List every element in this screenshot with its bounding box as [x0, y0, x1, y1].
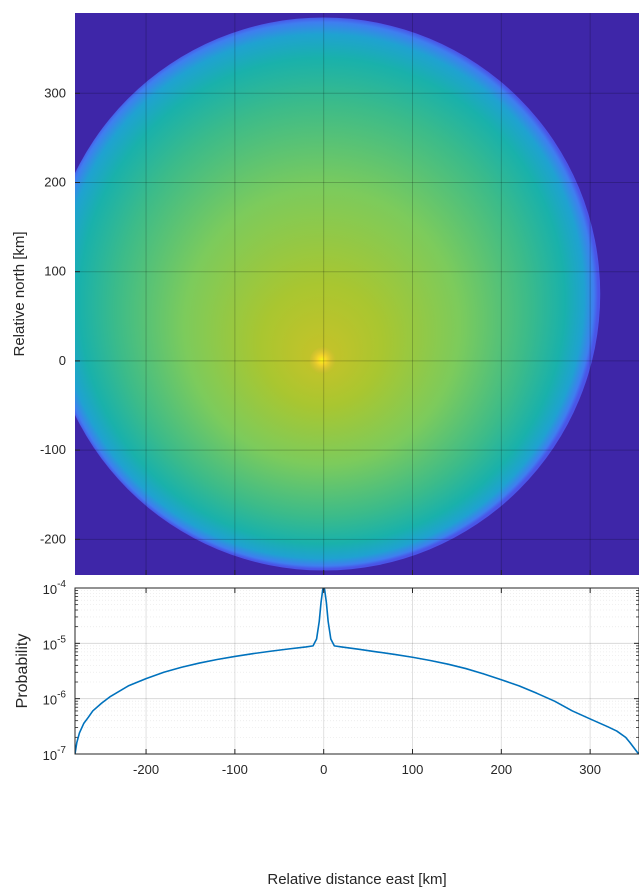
- heatmap-ytick-labels: -200 -100 0 100 200 300: [40, 85, 66, 546]
- probability-peak: [309, 346, 338, 375]
- y-tick-label: -200: [40, 531, 66, 546]
- xtick-labels: -200 -100 0 100 200 300: [133, 762, 601, 777]
- y-tick-label: 10-4: [43, 579, 67, 597]
- y-tick-label: 0: [59, 353, 66, 368]
- x-tick-label: -200: [133, 762, 159, 777]
- ytick-labels: 10-7 10-6 10-5 10-4: [43, 579, 67, 763]
- probability-disc: [75, 17, 601, 571]
- y-tick-label: 10-7: [43, 745, 67, 763]
- y-tick-label: 100: [44, 264, 66, 279]
- x-tick-label: 300: [579, 762, 601, 777]
- y-tick-label: 200: [44, 174, 66, 189]
- y-tick-label: -100: [40, 442, 66, 457]
- probability-ticks: [75, 587, 639, 755]
- axes-box: [74, 587, 639, 755]
- heatmap-ylabel: Relative north [km]: [11, 231, 28, 356]
- heatmap-axes: -200 -100 0 100 200 300 Relative north [km]: [11, 13, 639, 575]
- x-tick-label: 200: [490, 762, 512, 777]
- x-tick-label: -100: [222, 762, 248, 777]
- heatmap-grid: [75, 13, 639, 575]
- y-tick-label: 300: [44, 85, 66, 100]
- y-tick-label: 10-6: [43, 690, 67, 708]
- heatmap-ticks: [75, 92, 591, 575]
- x-tick-label: 100: [402, 762, 424, 777]
- plot-background: [75, 588, 639, 754]
- probability-axes: -200 -100 0 100 200 300 10-7 10-6 10-5 10-4 Rela…: [14, 579, 639, 888]
- y-tick-label: 10-5: [43, 634, 67, 652]
- probability-line: [75, 588, 639, 754]
- x-tick-label: 0: [320, 762, 327, 777]
- y-axis-label: Probability: [14, 634, 31, 709]
- x-axis-label: Relative distance east [km]: [267, 871, 446, 888]
